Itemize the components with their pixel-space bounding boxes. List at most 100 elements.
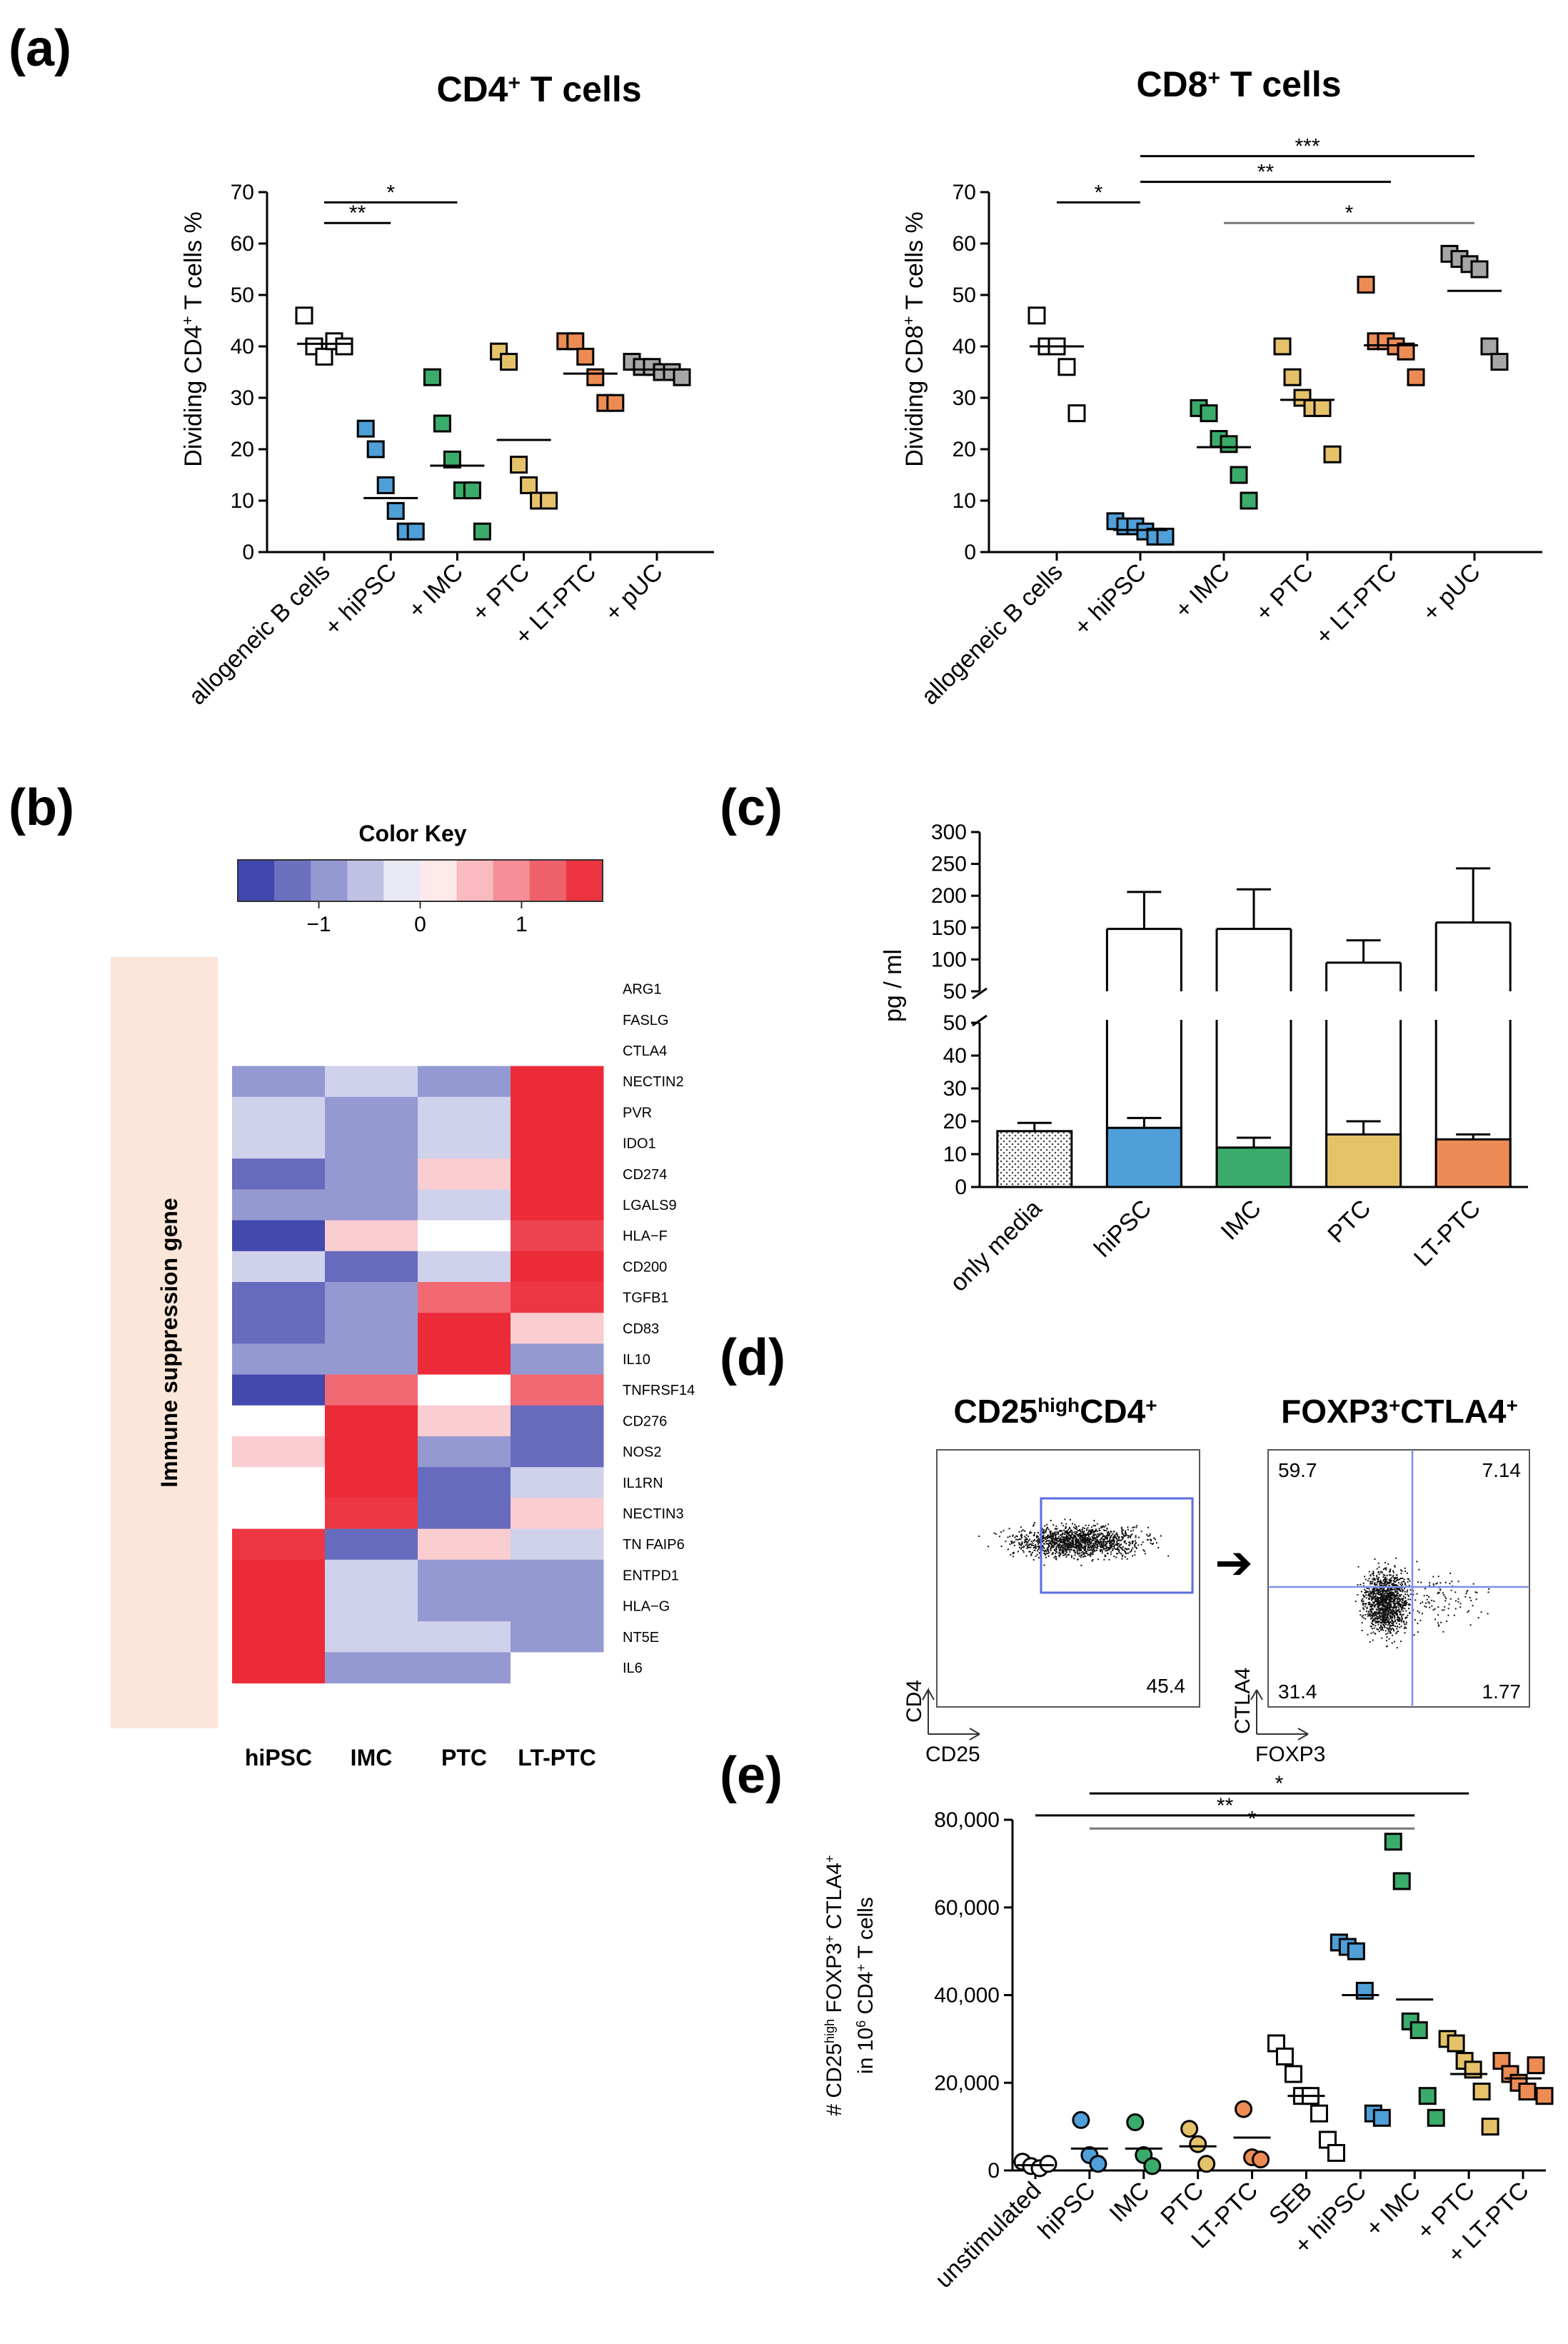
bar-chart: pg / ml 0 10 20 30 40 50 50 100 150 200 250 300 onl…: [880, 821, 1528, 1297]
counts-point: [1143, 2157, 1162, 2175]
heat-cell: [325, 1652, 418, 1684]
counts-point: [1427, 2108, 1445, 2127]
cd8-x-tick-label: + LT-PTC: [1310, 559, 1402, 651]
counts-x-tick-label: + IMC: [1360, 2177, 1426, 2243]
bars-y-tick-label: 150: [931, 916, 967, 940]
heat-row-label: IL10: [623, 1352, 650, 1368]
cd8-y-tick-label: 60: [953, 232, 976, 256]
cd4-y-tick-label: 0: [242, 541, 254, 564]
bars-y-tick-label: 100: [931, 948, 967, 971]
heat-cell: [325, 1621, 418, 1653]
heat-cell: [325, 1436, 418, 1468]
heat-row-label: TN FAIP6: [623, 1537, 685, 1553]
color-key-swatch: [311, 860, 348, 901]
cd4-point: [566, 332, 585, 351]
heat-cell: [511, 1559, 604, 1591]
cd4-point: [473, 522, 491, 541]
cd4-y-tick-label: 10: [231, 489, 254, 513]
panel-label-b: (b): [9, 779, 74, 836]
flow-left-events: [978, 1518, 1170, 1566]
bars-y-tick-label: 0: [955, 1176, 967, 1199]
cd8-chart: CD8+ T cells Dividing CD8+ T cells % 0 10…: [900, 64, 1542, 711]
heat-cell: [418, 1066, 511, 1098]
heat-row-label: CD200: [623, 1259, 667, 1275]
counts-point: [1355, 1981, 1374, 2000]
counts-point: [1197, 2155, 1216, 2173]
bars-y-tick-label: 300: [931, 821, 967, 844]
cd4-y-tick-label: 60: [231, 232, 254, 256]
bar-basal: [1434, 1138, 1512, 1188]
heatmap-row-labels: ARG1 FASLG CTLA4 NECTIN2 PVR IDO1 CD274 LGALS9 H…: [623, 982, 695, 1676]
cd8-y-tick-label: 20: [953, 438, 976, 461]
counts-point: [1464, 2060, 1482, 2079]
color-key-swatch: [456, 860, 494, 901]
color-key-tick-label: −1: [306, 913, 331, 936]
heat-cell: [325, 1405, 418, 1437]
counts-point: [1535, 2087, 1554, 2105]
heat-cell: [418, 1374, 511, 1406]
heat-cell: [232, 1035, 326, 1067]
cd4-x-tick-label: + hiPSC: [319, 559, 402, 641]
arrow-icon: ➔: [1215, 1537, 1253, 1590]
heat-row-label: IDO1: [623, 1136, 656, 1152]
heat-row-label: NOS2: [623, 1445, 661, 1461]
heat-cell: [232, 1096, 326, 1128]
bars-y-tick-label: 10: [943, 1143, 967, 1166]
counts-significance: ****: [1035, 1772, 1469, 1830]
heat-cell: [511, 1220, 604, 1252]
counts-point: [1252, 2150, 1270, 2169]
heat-cell: [325, 1374, 418, 1406]
cd8-point: [1480, 337, 1499, 356]
cd8-x-ticks: allogeneic B cells + hiPSC + IMC + PTC+ LT-…: [916, 559, 1486, 711]
heat-cell: [418, 1436, 511, 1468]
heat-cell: [418, 1282, 511, 1313]
heat-cell: [418, 1405, 511, 1437]
bars-y-tick-label: 50: [943, 980, 967, 1003]
heat-cell: [325, 1559, 418, 1591]
cd8-x-tick-label: + IMC: [1170, 559, 1235, 624]
heat-cell: [232, 1591, 326, 1622]
cd4-y-tick-label: 30: [231, 386, 254, 410]
heat-row-label: CD276: [623, 1413, 667, 1429]
cd8-point: [1200, 404, 1218, 423]
bars-x-ticks: only media hiPSC IMC PTC LT-PTC: [945, 1195, 1486, 1297]
heat-cell: [325, 1467, 418, 1498]
cd4-point: [366, 440, 385, 459]
heat-cell: [325, 1498, 418, 1530]
cd8-point: [1313, 399, 1332, 417]
heat-cell: [418, 1559, 511, 1591]
heat-cell: [325, 1096, 418, 1128]
heat-col-label: LT-PTC: [518, 1745, 596, 1770]
heat-cell: [325, 1528, 418, 1561]
heat-row-label: ENTPD1: [623, 1568, 679, 1583]
counts-sig-label: **: [1217, 1794, 1234, 1818]
flow-right-title: FOXP3+CTLA4+: [1281, 1393, 1518, 1430]
heat-cell: [325, 973, 418, 1005]
heat-cell: [232, 1158, 326, 1190]
color-key-tick-label: 1: [516, 913, 528, 936]
cd8-y-tick-label: 50: [953, 284, 976, 307]
cd4-y-axis-label: Dividing CD4+ T cells %: [179, 211, 208, 466]
cd4-point: [423, 368, 441, 386]
cd4-point: [315, 347, 333, 366]
cd4-point: [376, 476, 395, 494]
heat-cell: [232, 1621, 326, 1653]
cd4-y-tick-label: 50: [231, 284, 254, 307]
cd4-sig-label: **: [349, 201, 366, 225]
cd4-point: [586, 368, 605, 386]
cd8-title: CD8+ T cells: [1136, 64, 1341, 104]
counts-point: [1275, 2047, 1294, 2065]
counts-y-tick-label: 80,000: [934, 1808, 1000, 1832]
counts-point: [1481, 2118, 1499, 2136]
heat-cell: [325, 1189, 418, 1221]
cd8-axes: 0 10 20 30 40 50 60 70: [953, 181, 1542, 564]
bars-y-tick-label: 200: [931, 884, 967, 908]
flow-left-title: CD25highCD4+: [953, 1393, 1157, 1430]
color-key-swatch: [347, 860, 384, 901]
counts-y-label-line1: # CD25high FOXP3+ CTLA4+: [823, 1855, 846, 2115]
heat-cell: [511, 1467, 604, 1498]
cd8-x-tick-label: + PTC: [1250, 559, 1319, 627]
cd8-point: [1283, 368, 1302, 386]
cd25-gate: [1040, 1497, 1194, 1594]
